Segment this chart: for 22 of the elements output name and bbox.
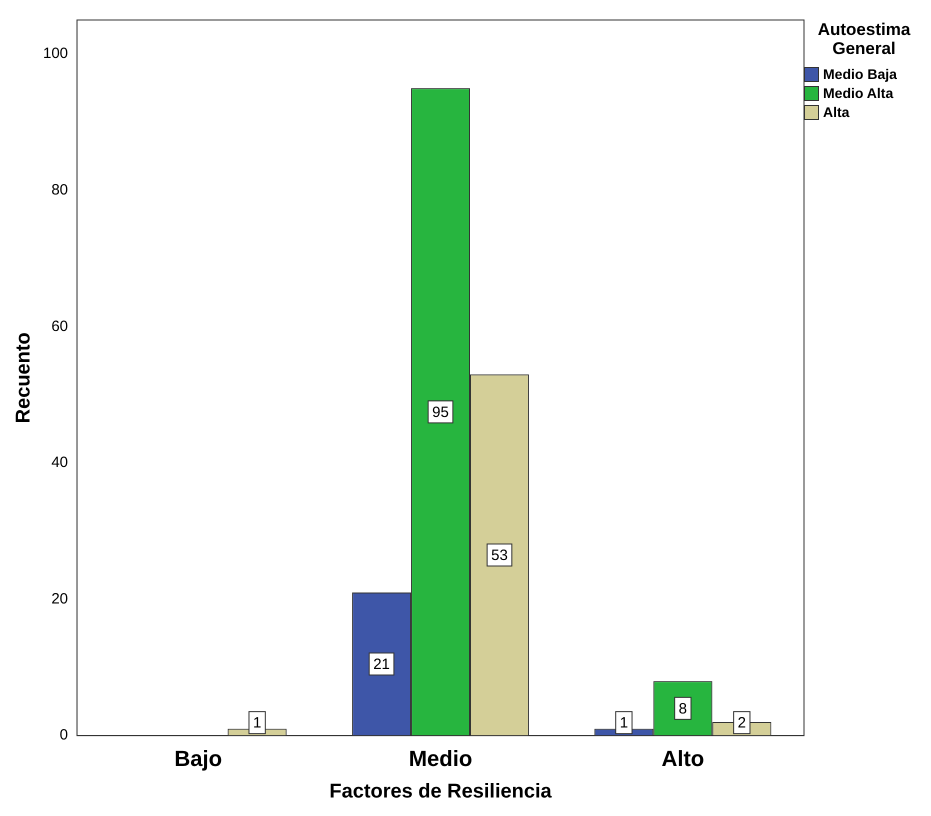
x-tick-label: Alto	[661, 746, 704, 771]
data-label: 1	[620, 714, 628, 732]
data-label: 53	[491, 547, 508, 564]
legend-title: Autoestima General	[816, 20, 912, 58]
x-axis-title: Factores de Resiliencia	[329, 780, 553, 803]
legend-label: Alta	[823, 104, 850, 120]
y-tick-label: 0	[60, 726, 68, 744]
y-tick-label: 60	[51, 318, 68, 335]
y-tick-label: 80	[51, 182, 68, 199]
data-label: 21	[373, 656, 390, 674]
data-label: 2	[738, 714, 746, 732]
x-tick-label: Bajo	[174, 746, 222, 771]
y-tick-label: 40	[51, 454, 68, 472]
y-axis-title: Recuento	[12, 332, 35, 424]
y-tick-label: 20	[51, 590, 68, 608]
legend-label: Medio Baja	[823, 66, 897, 82]
legend-label: Medio Alta	[823, 85, 894, 101]
x-tick-label: Medio	[408, 746, 472, 771]
data-label: 8	[678, 700, 688, 718]
data-label: 95	[432, 404, 449, 422]
data-label: 1	[252, 714, 262, 732]
y-tick-label: 100	[42, 45, 68, 62]
